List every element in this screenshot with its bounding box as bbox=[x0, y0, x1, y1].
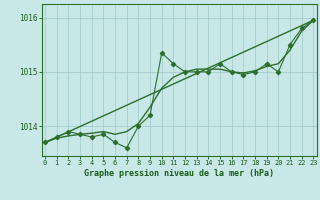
X-axis label: Graphe pression niveau de la mer (hPa): Graphe pression niveau de la mer (hPa) bbox=[84, 169, 274, 178]
